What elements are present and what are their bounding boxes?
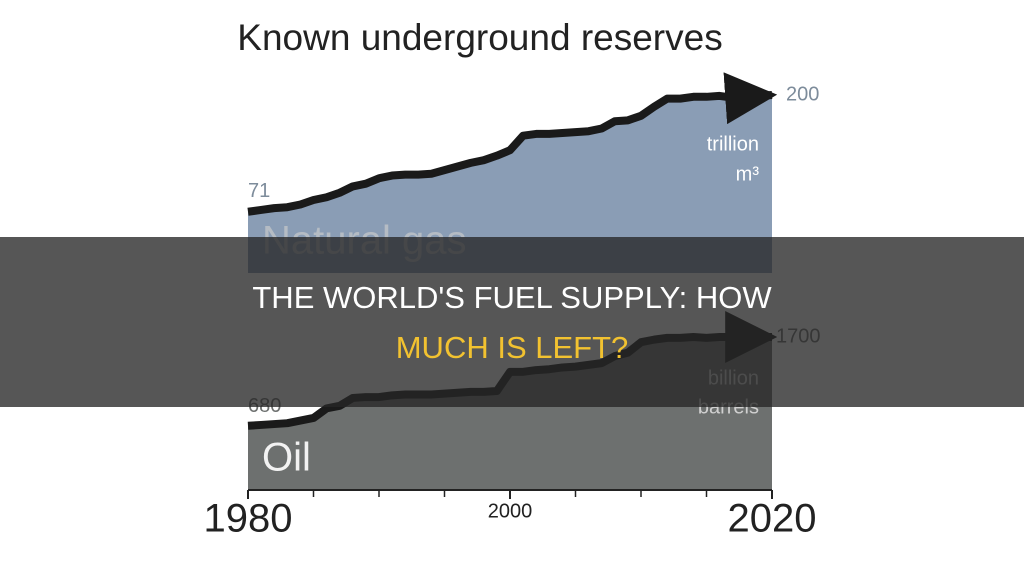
unit-label: trillion — [707, 133, 759, 155]
banner: THE WORLD'S FUEL SUPPLY: HOW MUCH IS LEF… — [0, 237, 1024, 407]
line — [247, 72, 778, 216]
banner-title: MUCH IS LEFT? — [396, 330, 629, 365]
chart-title: Known underground reserves — [237, 17, 722, 58]
banner-title: THE WORLD'S FUEL SUPPLY: HOW — [252, 280, 772, 315]
start-value-label: 71 — [248, 180, 270, 202]
banner-background — [0, 237, 1024, 407]
x-tick-label: 2000 — [488, 500, 533, 522]
series-name: Oil — [262, 436, 311, 480]
unit-label: m³ — [736, 163, 760, 185]
area — [248, 95, 772, 273]
end-value-label: 200 — [786, 83, 819, 105]
x-tick-label: 2020 — [728, 497, 817, 541]
x-tick-label: 1980 — [204, 497, 293, 541]
